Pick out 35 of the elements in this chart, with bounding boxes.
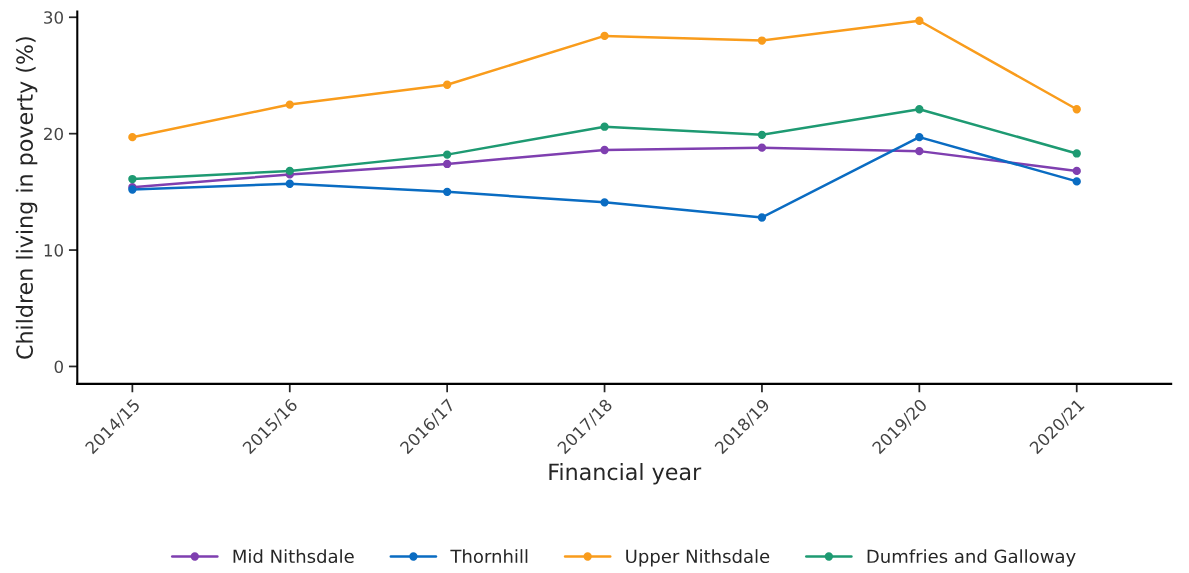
point (442, 159, 452, 169)
point (285, 100, 294, 109)
point (757, 130, 767, 139)
point (915, 16, 924, 25)
point (757, 36, 767, 45)
point (915, 146, 924, 156)
y-tick-label: 30 (44, 11, 63, 24)
point (285, 179, 294, 188)
point (757, 213, 767, 222)
point (1072, 105, 1081, 114)
legend-label: Upper Nithsdale (626, 549, 770, 567)
point (442, 187, 452, 197)
point (1072, 177, 1081, 186)
y-tick-label: 20 (44, 127, 63, 141)
legend-label: Dumfries and Galloway (867, 549, 1076, 567)
y-tick-label: 0 (54, 360, 63, 374)
point (285, 166, 294, 176)
point (600, 145, 609, 155)
point (600, 31, 609, 41)
legend-label: Mid Nithsdale (233, 549, 354, 564)
point (915, 133, 924, 142)
point (442, 80, 452, 89)
point (442, 150, 452, 159)
point (600, 122, 609, 131)
point (128, 133, 137, 142)
y-axis-title: Children living in poverty (%) (15, 37, 38, 359)
point (1072, 149, 1081, 158)
y-tick-label: 10 (44, 244, 63, 257)
point (1072, 166, 1081, 176)
x-axis-title: Financial year (549, 463, 702, 485)
point (915, 105, 924, 114)
point (128, 174, 137, 184)
point (757, 143, 767, 152)
point (600, 198, 609, 207)
legend-label: Thornhill (450, 549, 528, 564)
